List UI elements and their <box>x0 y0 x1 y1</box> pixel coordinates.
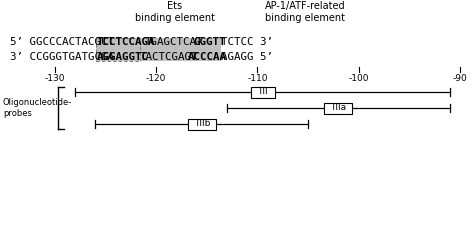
Text: ACCCAA: ACCCAA <box>188 52 227 62</box>
Text: TIIa: TIIa <box>330 103 346 113</box>
Text: GGGTT: GGGTT <box>193 37 226 47</box>
Text: 3’ CCGGGTGATGCGA: 3’ CCGGGTGATGCGA <box>10 52 114 62</box>
Text: Oligonucleotide-
probes: Oligonucleotide- probes <box>3 98 72 118</box>
Text: AGGAGGTC: AGGAGGTC <box>96 52 148 62</box>
Text: 5’ GGCCCACTACGCT: 5’ GGCCCACTACGCT <box>10 37 114 47</box>
Text: -130: -130 <box>45 74 65 83</box>
Text: -100: -100 <box>348 74 369 83</box>
Text: -90: -90 <box>453 74 467 83</box>
Text: AP-1/ATF-related
binding element: AP-1/ATF-related binding element <box>264 1 346 23</box>
Text: TCTCC 3’: TCTCC 3’ <box>220 37 273 47</box>
Text: TACTCGAGT: TACTCGAGT <box>140 52 198 62</box>
Text: Ets
binding element: Ets binding element <box>135 1 215 23</box>
Bar <box>96 38 140 61</box>
Text: -120: -120 <box>146 74 166 83</box>
Text: AGAGG 5’: AGAGG 5’ <box>220 52 273 62</box>
Text: -110: -110 <box>247 74 268 83</box>
Bar <box>251 87 274 98</box>
Bar <box>188 118 216 129</box>
Text: TII: TII <box>257 88 268 96</box>
Bar <box>96 38 220 61</box>
Text: TIIb: TIIb <box>193 120 210 128</box>
Text: TCCTCCAGA: TCCTCCAGA <box>96 37 155 47</box>
Bar <box>325 102 353 113</box>
Text: TGAGCTCAT: TGAGCTCAT <box>145 37 203 47</box>
